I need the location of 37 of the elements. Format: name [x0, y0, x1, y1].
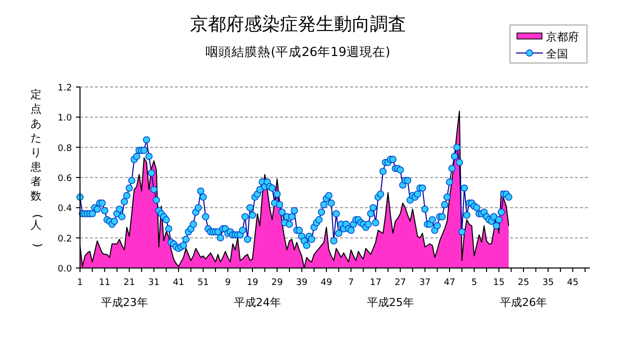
x-tick-label: 31 [148, 278, 160, 288]
x-tick-label: 49 [320, 278, 332, 288]
x-tick-label: 25 [518, 278, 530, 288]
x-tick-label: 17 [370, 278, 382, 288]
y-tick-label: 1.2 [58, 84, 72, 94]
chart-subtitle: 咽頭結膜熱(平成26年19週現在) [206, 44, 390, 59]
x-tick-label: 5 [471, 278, 478, 288]
legend-label: 全国 [546, 48, 568, 60]
x-tick-label: 1 [77, 278, 83, 288]
x-tick-label: 45 [567, 278, 578, 288]
text: 定点あたり患者数(人) [30, 88, 44, 248]
x-tick-label: 39 [296, 278, 308, 288]
y-tick-label: 0.8 [58, 144, 72, 154]
x-tick-label: 27 [394, 278, 406, 288]
y-tick-label: 0.2 [58, 234, 72, 244]
text: 平成26年 [500, 296, 547, 309]
x-tick-label: 37 [419, 278, 431, 288]
legend-label: 京都府 [546, 30, 579, 44]
x-tick-label: 7 [348, 278, 354, 288]
y-tick-label: 0.4 [58, 204, 72, 214]
x-tick-label: 15 [493, 278, 505, 288]
x-tick-label: 51 [197, 278, 209, 288]
x-tick-label: 19 [246, 278, 258, 288]
x-tick-label: 9 [224, 278, 231, 288]
x-tick-label: 35 [542, 278, 554, 288]
text: 平成23年 [100, 296, 148, 309]
chart-title: 京都府感染症発生動向調査 [190, 14, 406, 35]
x-tick-label: 29 [271, 278, 284, 288]
y-tick-label: 0.0 [58, 264, 72, 274]
x-tick-label: 47 [444, 278, 456, 288]
text: 平成25年 [366, 296, 414, 309]
x-tick-label: 11 [98, 278, 110, 288]
y-tick-label: 0.6 [58, 174, 72, 184]
x-tick-label: 21 [124, 278, 135, 288]
y-tick-label: 1.0 [58, 114, 72, 124]
x-tick-label: 41 [172, 278, 184, 288]
text: 平成24年 [234, 296, 281, 309]
